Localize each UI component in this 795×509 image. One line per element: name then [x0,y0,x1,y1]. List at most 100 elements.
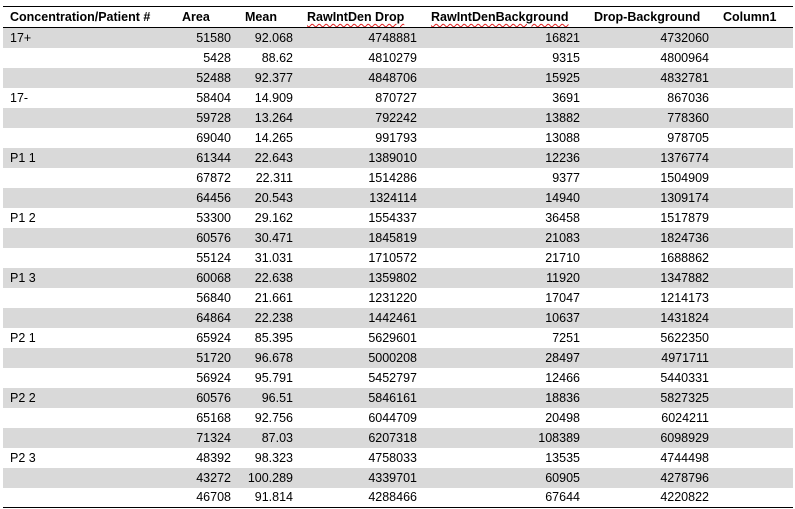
cell-rawintden-background[interactable]: 9377 [552,170,580,185]
cell-rawintden-background[interactable]: 20498 [545,410,580,425]
cell-rawintden-drop[interactable]: 1359802 [368,270,417,285]
cell-rawintden-drop[interactable]: 1324114 [369,190,417,205]
cell-area[interactable]: 60576 [196,390,231,405]
cell-rawintden-drop[interactable]: 4748881 [368,30,417,45]
cell-drop-background[interactable]: 1214173 [660,290,709,305]
cell-area[interactable]: 43272 [196,470,231,485]
cell-rawintden-background[interactable]: 15925 [545,70,580,85]
cell-drop-background[interactable]: 1309174 [660,190,709,205]
cell-area[interactable]: 48392 [196,450,231,465]
cell-rawintden-background[interactable]: 18836 [545,390,580,405]
cell-area[interactable]: 46708 [196,490,231,505]
cell-column1[interactable] [716,308,793,328]
cell-rawintden-background[interactable]: 14940 [545,190,580,205]
header-column1[interactable]: Column1 [723,10,777,24]
cell-rawintden-drop[interactable]: 1231220 [368,290,417,305]
cell-area[interactable]: 64864 [196,310,231,325]
cell-column1[interactable] [716,288,793,308]
cell-rawintden-background[interactable]: 12466 [545,370,580,385]
cell-area[interactable]: 67872 [196,170,231,185]
cell-column1[interactable] [716,368,793,388]
cell-rawintden-drop[interactable]: 1389010 [368,150,417,165]
cell-area[interactable]: 5428 [203,50,231,65]
cell-rawintden-background[interactable]: 11920 [546,270,580,285]
cell-concentration[interactable] [3,288,175,308]
cell-rawintden-drop[interactable]: 1442461 [368,310,417,325]
cell-area[interactable]: 51720 [196,350,231,365]
cell-drop-background[interactable]: 1504909 [660,170,709,185]
cell-mean[interactable]: 31.031 [254,250,293,265]
cell-concentration[interactable] [3,188,175,208]
cell-rawintden-drop[interactable]: 1514286 [368,170,417,185]
cell-column1[interactable] [716,448,793,468]
cell-concentration[interactable]: P2 2 [10,390,36,405]
cell-column1[interactable] [716,168,793,188]
header-rawintden-drop[interactable]: RawIntDen Drop [300,7,424,28]
cell-mean[interactable]: 29.162 [254,210,293,225]
cell-area[interactable]: 64456 [196,190,231,205]
cell-drop-background[interactable]: 4971711 [661,350,709,365]
cell-mean[interactable]: 96.678 [254,350,293,365]
cell-column1[interactable] [716,128,793,148]
cell-drop-background[interactable]: 778360 [667,110,709,125]
cell-drop-background[interactable]: 5440331 [660,370,709,385]
cell-drop-background[interactable]: 1688862 [660,250,709,265]
cell-column1[interactable] [716,268,793,288]
cell-area[interactable]: 61344 [196,150,231,165]
cell-mean[interactable]: 22.238 [254,310,293,325]
cell-rawintden-drop[interactable]: 1554337 [368,210,417,225]
cell-concentration[interactable] [3,368,175,388]
header-drop-background[interactable]: Drop-Background [594,10,701,24]
cell-rawintden-background[interactable]: 21083 [545,230,580,245]
cell-mean[interactable]: 95.791 [254,370,293,385]
cell-column1[interactable] [716,248,793,268]
cell-column1[interactable] [716,348,793,368]
cell-area[interactable]: 58404 [196,90,231,105]
cell-rawintden-drop[interactable]: 4848706 [368,70,417,85]
cell-rawintden-drop[interactable]: 4339701 [368,470,417,485]
cell-drop-background[interactable]: 5827325 [660,390,709,405]
cell-concentration[interactable] [3,48,175,68]
cell-column1[interactable] [716,68,793,88]
cell-rawintden-background[interactable]: 16821 [545,30,580,45]
cell-column1[interactable] [716,108,793,128]
cell-concentration[interactable] [3,228,175,248]
header-concentration[interactable]: Concentration/Patient # [10,10,151,24]
cell-concentration[interactable] [3,248,175,268]
header-mean[interactable]: Mean [245,10,277,24]
cell-drop-background[interactable]: 4744498 [660,450,709,465]
cell-rawintden-background[interactable]: 36458 [545,210,580,225]
cell-mean[interactable]: 92.756 [254,410,293,425]
cell-mean[interactable]: 14.265 [254,130,293,145]
cell-area[interactable]: 65924 [196,330,231,345]
cell-rawintden-background[interactable]: 108389 [538,430,580,445]
cell-mean[interactable]: 100.289 [247,470,293,485]
cell-column1[interactable] [716,468,793,488]
cell-drop-background[interactable]: 6098929 [660,430,709,445]
cell-rawintden-background[interactable]: 9315 [552,50,580,65]
cell-mean[interactable]: 21.661 [254,290,293,305]
cell-column1[interactable] [716,148,793,168]
cell-drop-background[interactable]: 5622350 [660,330,709,345]
cell-rawintden-background[interactable]: 21710 [545,250,580,265]
cell-column1[interactable] [716,388,793,408]
cell-area[interactable]: 60576 [196,230,231,245]
cell-column1[interactable] [716,28,793,48]
cell-rawintden-background[interactable]: 28497 [545,350,580,365]
cell-drop-background[interactable]: 4220822 [660,490,709,505]
cell-rawintden-drop[interactable]: 5000208 [368,350,417,365]
cell-drop-background[interactable]: 6024211 [661,410,709,425]
cell-column1[interactable] [716,428,793,448]
cell-rawintden-background[interactable]: 13088 [545,130,580,145]
cell-area[interactable]: 59728 [196,110,231,125]
cell-area[interactable]: 69040 [196,130,231,145]
cell-drop-background[interactable]: 978705 [667,130,709,145]
cell-area[interactable]: 71324 [196,430,231,445]
cell-concentration[interactable] [3,168,175,188]
cell-concentration[interactable] [3,488,175,508]
cell-rawintden-drop[interactable]: 792242 [375,110,417,125]
cell-area[interactable]: 51580 [196,30,231,45]
cell-rawintden-background[interactable]: 12236 [545,150,580,165]
cell-concentration[interactable]: 17+ [10,30,32,45]
cell-mean[interactable]: 92.377 [254,70,293,85]
